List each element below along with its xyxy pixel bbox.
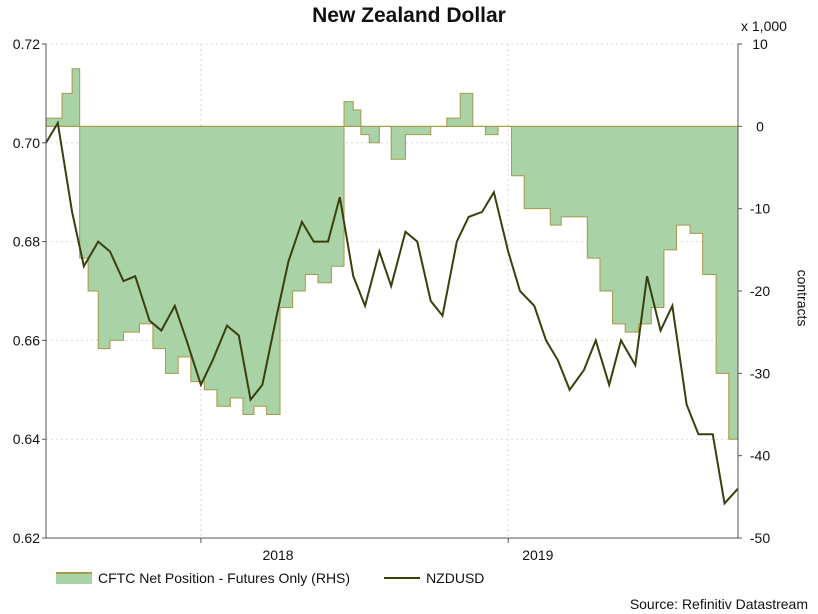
- right-tick-label: -10: [750, 201, 770, 217]
- right-tick-label: -30: [750, 365, 770, 381]
- x-axis-ticks: 2018 2019: [200, 538, 554, 563]
- legend-label-cftc: CFTC Net Position - Futures Only (RHS): [98, 570, 351, 586]
- right-tick-label: 10: [752, 36, 768, 52]
- cftc-area-path: [45, 68, 739, 473]
- x-tick-label: 2019: [522, 547, 553, 563]
- right-tick-label: -50: [750, 530, 770, 546]
- left-tick-label: 0.66: [13, 332, 40, 348]
- legend: CFTC Net Position - Futures Only (RHS) N…: [56, 570, 484, 586]
- left-tick-label: 0.62: [13, 530, 40, 546]
- nzdusd-line-series: [45, 120, 739, 506]
- left-tick-label: 0.68: [13, 234, 40, 250]
- legend-label-nzdusd: NZDUSD: [426, 570, 485, 586]
- right-axis-ticks: 10 0 -10 -20 -30 -40 -50: [738, 36, 770, 546]
- right-tick-label: -40: [750, 448, 770, 464]
- right-axis-multiplier: x 1,000: [741, 18, 787, 34]
- right-tick-label: 0: [756, 118, 764, 134]
- left-tick-label: 0.72: [13, 36, 40, 52]
- nzdusd-line: [45, 120, 739, 506]
- source-note: Source: Refinitiv Datastream: [629, 596, 808, 612]
- x-tick-label: 2018: [262, 547, 293, 563]
- chart-title: New Zealand Dollar: [312, 4, 506, 27]
- cftc-area-series: [45, 68, 739, 473]
- legend-swatch-area: [56, 572, 92, 584]
- left-tick-label: 0.64: [13, 431, 40, 447]
- right-tick-label: -20: [750, 283, 770, 299]
- left-tick-label: 0.70: [13, 135, 40, 151]
- left-axis-ticks: 0.72 0.70 0.68 0.66 0.64 0.62: [13, 36, 46, 546]
- legend-swatch-line: [384, 577, 421, 579]
